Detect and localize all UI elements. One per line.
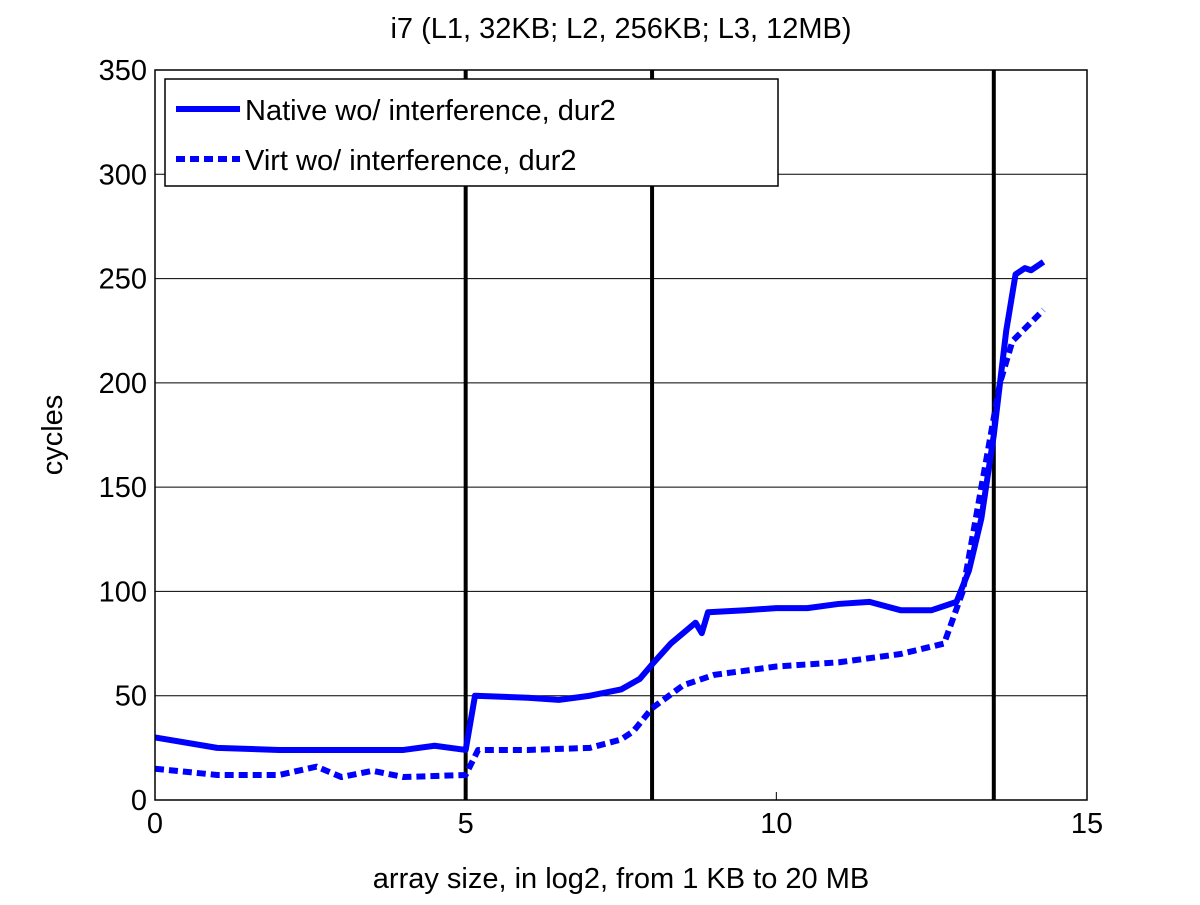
legend-label-native: Native wo/ interference, dur2 [245, 95, 616, 127]
y-tick-label: 250 [99, 264, 147, 296]
series-native-line [154, 259, 1046, 753]
y-tick-label: 50 [115, 681, 147, 713]
y-tick-label: 100 [99, 576, 147, 608]
y-tick-label: 200 [99, 368, 147, 400]
series-virt-line [154, 307, 1046, 781]
x-axis-label: array size, in log2, from 1 KB to 20 MB [373, 863, 869, 895]
y-tick-label: 350 [99, 55, 147, 87]
y-tick-label: 300 [99, 159, 147, 191]
legend-box [164, 78, 779, 187]
chart-title: i7 (L1, 32KB; L2, 256KB; L3, 12MB) [390, 13, 851, 45]
x-tick-label: 5 [458, 808, 474, 840]
y-tick-label: 150 [99, 472, 147, 504]
legend-label-virt: Virt wo/ interference, dur2 [245, 145, 577, 177]
y-tick-label: 0 [131, 785, 147, 817]
plot-frame [154, 69, 1088, 801]
x-tick-label: 0 [147, 808, 163, 840]
x-tick-label: 15 [1071, 808, 1103, 840]
legend: Native wo/ interference, dur2 Virt wo/ i… [164, 78, 779, 187]
x-tick-label: 10 [760, 808, 792, 840]
y-axis-label: cycles [37, 395, 69, 476]
